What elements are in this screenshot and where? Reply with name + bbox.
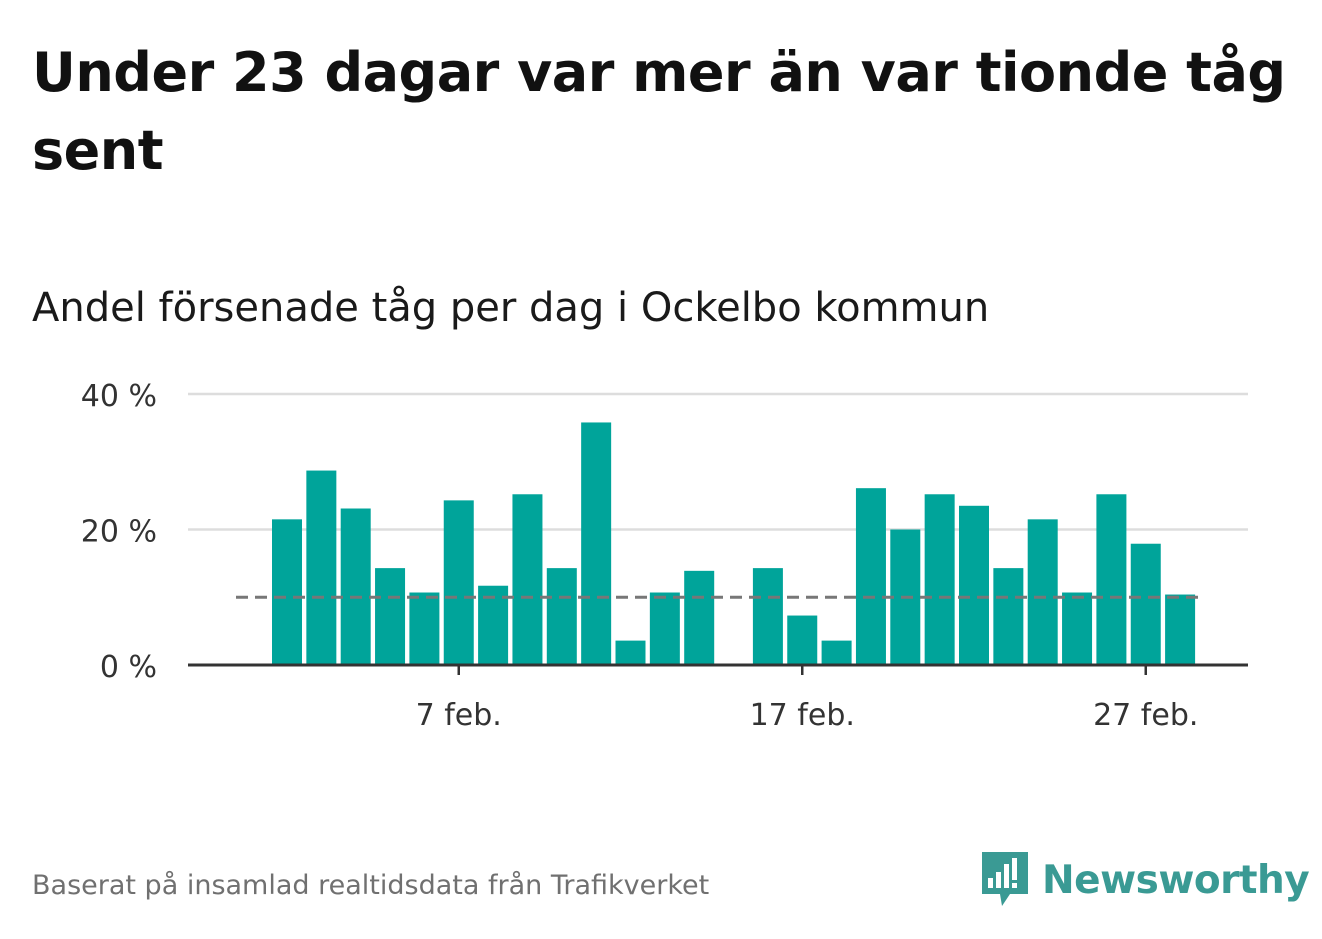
x-tick-label: 7 feb. [416, 698, 502, 733]
chart-subtitle: Andel försenade tåg per dag i Ockelbo ko… [32, 285, 990, 331]
bar-8 [512, 494, 543, 665]
bar-9 [546, 568, 577, 665]
y-tick-label: 40 % [81, 379, 157, 414]
bar-5 [409, 592, 440, 665]
bar-15 [752, 568, 783, 665]
bar-16 [787, 615, 818, 665]
bar-chart-speech-bubble-icon [982, 852, 1028, 906]
source-note: Baserat på insamlad realtidsdata från Tr… [32, 870, 710, 901]
bar-chart: 0 % 20 % 40 % 7 feb. 17 feb. 27 feb. [81, 379, 1248, 733]
x-tick-label: 17 feb. [750, 698, 855, 733]
bar-26 [1130, 543, 1161, 665]
x-tick-label: 27 feb. [1093, 698, 1198, 733]
bar-13 [684, 570, 715, 665]
bar-20 [924, 494, 955, 665]
bar-7 [478, 585, 509, 665]
bar-21 [959, 505, 989, 665]
newsworthy-logo: Newsworthy [980, 850, 1310, 910]
bar-18 [855, 488, 886, 665]
brand-name: Newsworthy [1042, 857, 1310, 903]
y-tick-label: 20 % [81, 515, 157, 550]
bar-12 [649, 592, 680, 665]
bar-6 [443, 500, 474, 665]
bar-27 [1165, 594, 1196, 665]
chart-title: Under 23 dagar var mer än var tionde tåg… [32, 41, 1286, 182]
y-tick-label: 0 % [100, 650, 157, 685]
bar-4 [375, 568, 406, 665]
bar-23 [1027, 519, 1058, 665]
bar-11 [615, 640, 646, 665]
bar-22 [993, 568, 1024, 665]
bar-10 [581, 422, 612, 665]
bar-1 [272, 519, 302, 665]
bar-24 [1062, 592, 1093, 665]
bar-25 [1096, 494, 1127, 665]
bar-17 [821, 640, 852, 665]
bar-3 [340, 508, 371, 665]
bar-2 [306, 470, 337, 665]
